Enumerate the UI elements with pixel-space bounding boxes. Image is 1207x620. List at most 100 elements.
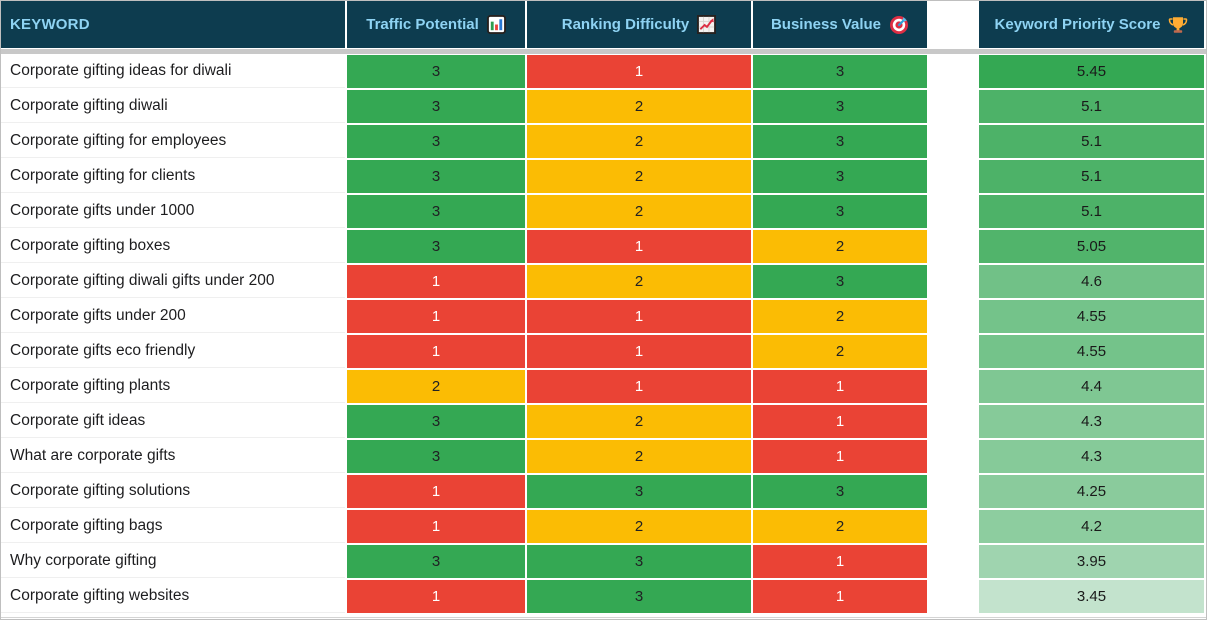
keyword-cell[interactable]: Corporate gifting for employees bbox=[1, 125, 345, 158]
keyword-cell[interactable]: Corporate gifts eco friendly bbox=[1, 335, 345, 368]
traffic-potential-cell[interactable]: 3 bbox=[347, 125, 525, 158]
traffic-potential-cell[interactable]: 3 bbox=[347, 55, 525, 88]
ranking-difficulty-cell[interactable]: 2 bbox=[527, 90, 751, 123]
business-value-cell[interactable]: 1 bbox=[753, 370, 927, 403]
ranking-difficulty-cell[interactable]: 3 bbox=[527, 475, 751, 508]
priority-score-cell[interactable]: 5.1 bbox=[979, 90, 1204, 123]
priority-score-cell[interactable]: 4.3 bbox=[979, 440, 1204, 473]
business-value-cell[interactable]: 3 bbox=[753, 475, 927, 508]
column-header-business-value[interactable]: Business Value bbox=[753, 1, 927, 48]
priority-score-cell[interactable]: 5.45 bbox=[979, 55, 1204, 88]
traffic-potential-cell[interactable]: 3 bbox=[347, 160, 525, 193]
traffic-potential-cell[interactable]: 1 bbox=[347, 265, 525, 298]
keyword-cell[interactable]: Corporate gifts under 200 bbox=[1, 300, 345, 333]
traffic-potential-cell[interactable]: 1 bbox=[347, 475, 525, 508]
row-gap-cell bbox=[929, 300, 977, 333]
column-header-ranking-difficulty[interactable]: Ranking Difficulty bbox=[527, 1, 751, 48]
row-gap-cell bbox=[929, 510, 977, 543]
business-value-cell[interactable]: 3 bbox=[753, 125, 927, 158]
chart-increasing-icon bbox=[697, 15, 717, 34]
traffic-potential-cell[interactable]: 1 bbox=[347, 510, 525, 543]
ranking-difficulty-cell[interactable]: 1 bbox=[527, 55, 751, 88]
target-icon bbox=[890, 15, 909, 34]
traffic-potential-cell[interactable]: 3 bbox=[347, 195, 525, 228]
traffic-potential-cell[interactable]: 3 bbox=[347, 230, 525, 263]
keyword-cell[interactable]: Corporate gifting diwali bbox=[1, 90, 345, 123]
column-header-priority-score[interactable]: Keyword Priority Score bbox=[979, 1, 1204, 48]
business-value-cell[interactable]: 2 bbox=[753, 335, 927, 368]
column-header-traffic-potential[interactable]: Traffic Potential bbox=[347, 1, 525, 48]
keyword-cell[interactable]: What are corporate gifts bbox=[1, 440, 345, 473]
row-gap-cell bbox=[929, 545, 977, 578]
ranking-difficulty-cell[interactable]: 3 bbox=[527, 545, 751, 578]
priority-score-cell[interactable]: 5.1 bbox=[979, 160, 1204, 193]
priority-score-cell[interactable]: 5.1 bbox=[979, 195, 1204, 228]
keyword-cell[interactable]: Corporate gifting websites bbox=[1, 580, 345, 613]
priority-score-cell[interactable]: 4.2 bbox=[979, 510, 1204, 543]
priority-score-cell[interactable]: 3.45 bbox=[979, 580, 1204, 613]
business-value-cell[interactable]: 2 bbox=[753, 230, 927, 263]
ranking-difficulty-cell[interactable]: 2 bbox=[527, 265, 751, 298]
priority-score-cell[interactable]: 3.95 bbox=[979, 545, 1204, 578]
business-value-cell[interactable]: 1 bbox=[753, 580, 927, 613]
priority-score-cell[interactable]: 5.05 bbox=[979, 230, 1204, 263]
ranking-difficulty-cell[interactable]: 2 bbox=[527, 405, 751, 438]
business-value-cell[interactable]: 3 bbox=[753, 160, 927, 193]
row-gap-cell bbox=[929, 90, 977, 123]
priority-score-cell[interactable]: 4.4 bbox=[979, 370, 1204, 403]
priority-score-cell[interactable]: 4.3 bbox=[979, 405, 1204, 438]
business-value-cell[interactable]: 2 bbox=[753, 300, 927, 333]
keyword-cell[interactable]: Corporate gift ideas bbox=[1, 405, 345, 438]
ranking-difficulty-cell[interactable]: 2 bbox=[527, 125, 751, 158]
ranking-difficulty-cell[interactable]: 2 bbox=[527, 510, 751, 543]
row-gap-cell bbox=[929, 405, 977, 438]
traffic-potential-cell[interactable]: 3 bbox=[347, 405, 525, 438]
column-header-label: Keyword Priority Score bbox=[994, 16, 1161, 33]
business-value-cell[interactable]: 3 bbox=[753, 265, 927, 298]
business-value-cell[interactable]: 3 bbox=[753, 195, 927, 228]
keyword-cell[interactable]: Corporate gifting boxes bbox=[1, 230, 345, 263]
traffic-potential-cell[interactable]: 3 bbox=[347, 440, 525, 473]
keyword-cell[interactable]: Corporate gifting bags bbox=[1, 510, 345, 543]
business-value-cell[interactable]: 2 bbox=[753, 510, 927, 543]
column-header-label: Business Value bbox=[770, 16, 882, 33]
business-value-cell[interactable]: 1 bbox=[753, 440, 927, 473]
ranking-difficulty-cell[interactable]: 2 bbox=[527, 160, 751, 193]
ranking-difficulty-cell[interactable]: 1 bbox=[527, 370, 751, 403]
table-bottom-edge bbox=[1, 617, 1206, 618]
ranking-difficulty-cell[interactable]: 3 bbox=[527, 580, 751, 613]
traffic-potential-cell[interactable]: 1 bbox=[347, 335, 525, 368]
traffic-potential-cell[interactable]: 3 bbox=[347, 545, 525, 578]
row-gap-cell bbox=[929, 440, 977, 473]
traffic-potential-cell[interactable]: 1 bbox=[347, 580, 525, 613]
business-value-cell[interactable]: 1 bbox=[753, 405, 927, 438]
ranking-difficulty-cell[interactable]: 2 bbox=[527, 440, 751, 473]
priority-score-cell[interactable]: 4.25 bbox=[979, 475, 1204, 508]
traffic-potential-cell[interactable]: 1 bbox=[347, 300, 525, 333]
traffic-potential-cell[interactable]: 3 bbox=[347, 90, 525, 123]
keyword-cell[interactable]: Corporate gifting plants bbox=[1, 370, 345, 403]
ranking-difficulty-cell[interactable]: 1 bbox=[527, 335, 751, 368]
keyword-cell[interactable]: Why corporate gifting bbox=[1, 545, 345, 578]
keyword-cell[interactable]: Corporate gifting for clients bbox=[1, 160, 345, 193]
priority-score-cell[interactable]: 5.1 bbox=[979, 125, 1204, 158]
traffic-potential-cell[interactable]: 2 bbox=[347, 370, 525, 403]
ranking-difficulty-cell[interactable]: 1 bbox=[527, 300, 751, 333]
priority-score-cell[interactable]: 4.6 bbox=[979, 265, 1204, 298]
table-body: Corporate gifting ideas for diwali 3 1 3 5.4… bbox=[1, 55, 1206, 613]
ranking-difficulty-cell[interactable]: 1 bbox=[527, 230, 751, 263]
business-value-cell[interactable]: 1 bbox=[753, 545, 927, 578]
keyword-cell[interactable]: Corporate gifting ideas for diwali bbox=[1, 55, 345, 88]
business-value-cell[interactable]: 3 bbox=[753, 55, 927, 88]
keyword-cell[interactable]: Corporate gifting diwali gifts under 200 bbox=[1, 265, 345, 298]
column-header-keyword[interactable]: KEYWORD bbox=[1, 1, 345, 48]
priority-score-cell[interactable]: 4.55 bbox=[979, 335, 1204, 368]
business-value-cell[interactable]: 3 bbox=[753, 90, 927, 123]
row-gap-cell bbox=[929, 195, 977, 228]
keyword-cell[interactable]: Corporate gifts under 1000 bbox=[1, 195, 345, 228]
ranking-difficulty-cell[interactable]: 2 bbox=[527, 195, 751, 228]
priority-score-cell[interactable]: 4.55 bbox=[979, 300, 1204, 333]
keyword-cell[interactable]: Corporate gifting solutions bbox=[1, 475, 345, 508]
row-gap-cell bbox=[929, 160, 977, 193]
